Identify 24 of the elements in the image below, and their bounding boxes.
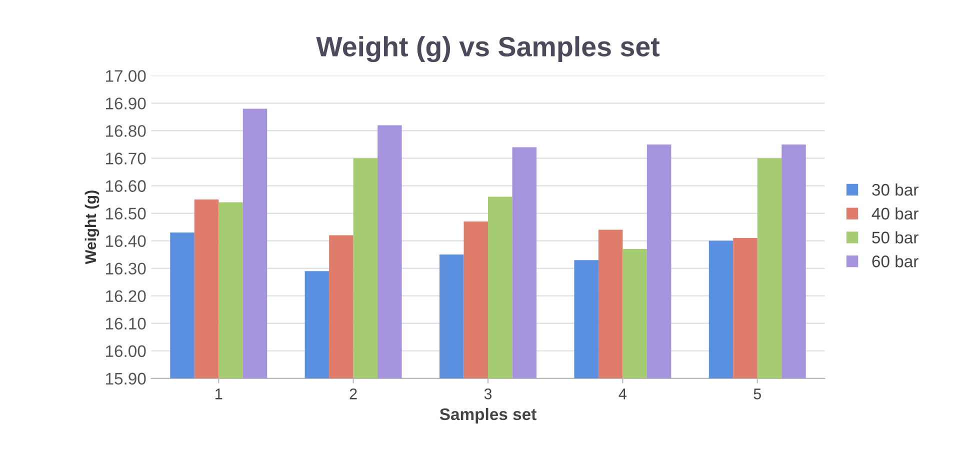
legend-label: 60 bar <box>872 255 918 268</box>
y-tick-label: 15.90 <box>106 372 146 385</box>
chart-title: Weight (g) vs Samples set <box>316 36 660 62</box>
y-tick-label: 16.20 <box>106 290 146 302</box>
y-tick-label: 16.40 <box>106 235 146 248</box>
legend-label: 50 bar <box>872 231 918 244</box>
y-tick-label: 16.10 <box>106 318 146 330</box>
legend-label: 30 bar <box>872 183 918 196</box>
y-tick-label: 16.60 <box>106 180 146 192</box>
y-tick-label: 16.50 <box>106 208 146 220</box>
x-tick-label: 4 <box>618 388 626 400</box>
legend-label: 40 bar <box>872 207 918 220</box>
y-tick-label: 16.00 <box>106 345 146 358</box>
x-tick-label: 2 <box>350 388 357 400</box>
x-tick-label: 3 <box>484 388 492 400</box>
y-axis-title: Weight (g) <box>84 190 100 264</box>
x-tick-label: 5 <box>754 388 761 400</box>
y-tick-label: 16.90 <box>106 98 146 110</box>
y-tick-label: 16.30 <box>106 262 146 275</box>
x-tick-label: 1 <box>216 388 222 400</box>
y-tick-label: 16.80 <box>106 125 146 137</box>
y-tick-label: 17.00 <box>106 70 146 82</box>
x-axis-title: Samples set <box>440 408 536 424</box>
y-tick-label: 16.70 <box>106 152 146 164</box>
